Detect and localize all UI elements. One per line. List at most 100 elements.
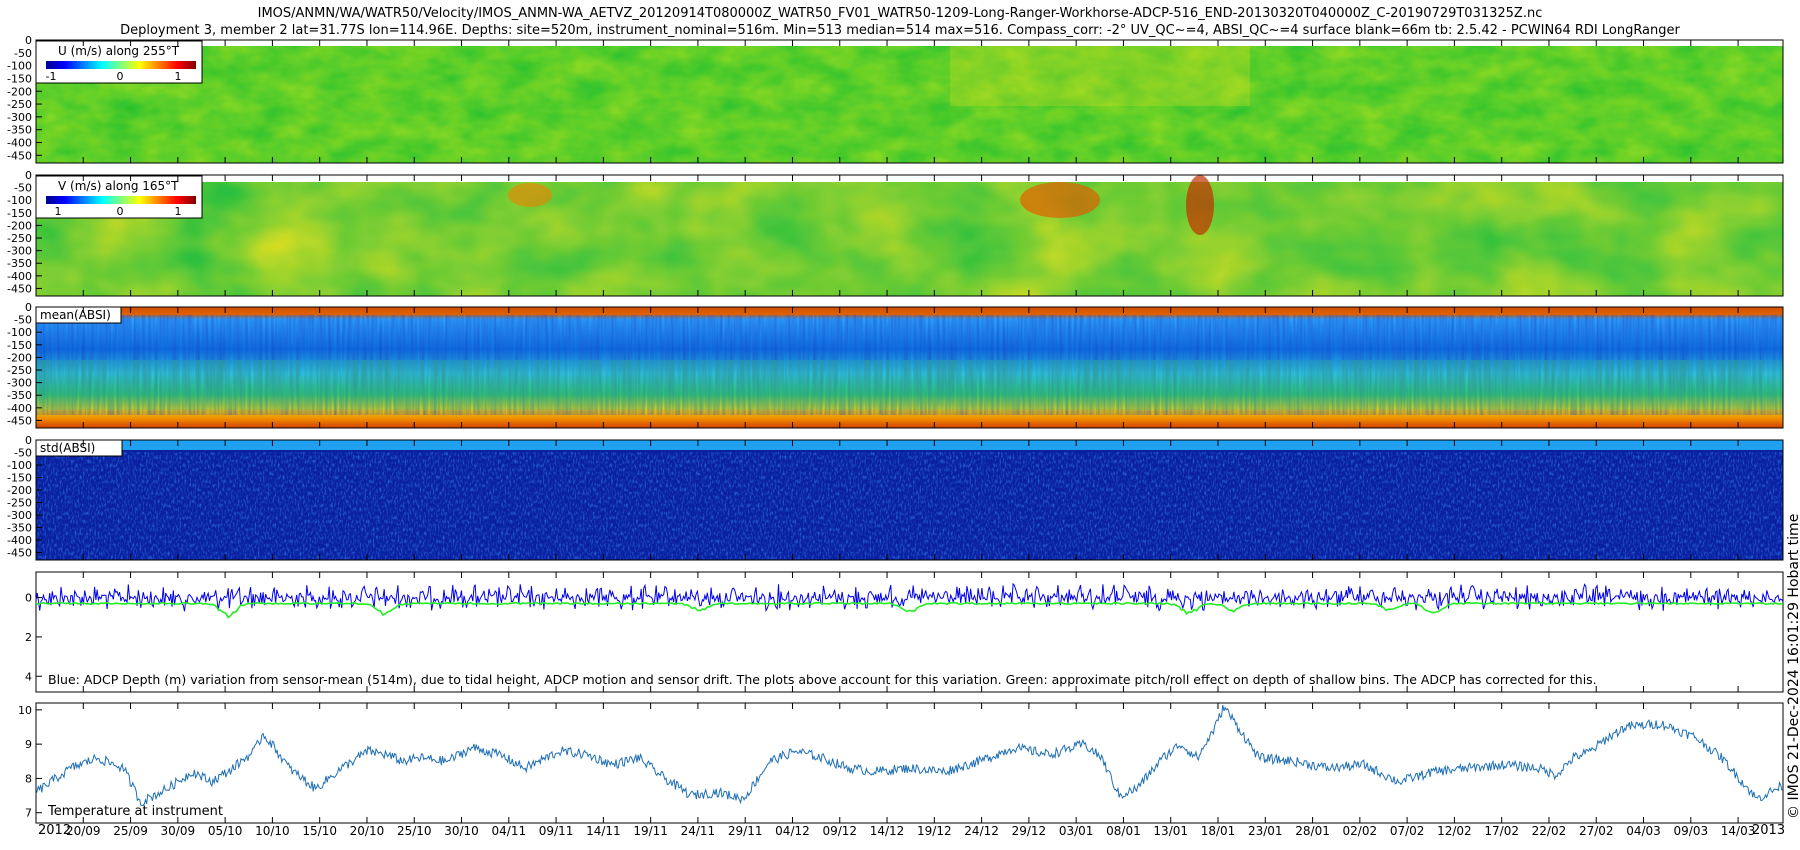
mean-absi-y-ticks: 0-50-100-150-200-250-300-350-400-450 [7,301,42,427]
x-tick-label: 09/12 [822,824,857,838]
v-heatmap-warm-patch [1020,182,1100,218]
u-colorbar [46,61,196,69]
y-tick-label: -200 [7,219,32,232]
v-colorbar-tick: 0 [117,205,124,218]
y-tick-label: -50 [14,314,32,327]
std-absi-speckle [36,452,1783,560]
x-tick-label: 04/11 [492,824,527,838]
y-tick-label: -100 [7,194,32,207]
panel-temperature: 7 8 9 10 Temperature at instrument [18,702,1784,824]
x-tick-label: 14/03 [1721,824,1756,838]
y-tick-label: -250 [7,497,32,510]
y-tick-label: -450 [7,414,32,427]
y-tick-label: 4 [25,670,32,683]
y-tick-label: -400 [7,402,32,415]
x-tick-label: 15/10 [302,824,337,838]
x-tick-label: 10/10 [255,824,290,838]
pitch-roll-series [35,601,1784,619]
x-tick-label: 08/01 [1106,824,1141,838]
depth-y-ticks: 0 2 4 [25,592,42,683]
y-tick-label: -350 [7,389,32,402]
y-tick-label: -450 [7,149,32,162]
x-tick-label: 30/10 [444,824,479,838]
y-tick-label: -100 [7,326,32,339]
v-colorbar-tick: 1 [175,205,182,218]
v-y-ticks: 0-50-100-150-200-250-300-350-400-450 [7,169,42,295]
y-tick-label: -100 [7,60,32,73]
std-absi-axes-frame [35,439,1784,561]
x-tick-label: 19/11 [633,824,668,838]
u-colorbar-tick: 0 [117,70,124,83]
u-axes-frame [35,39,1784,164]
x-tick-label: 29/12 [1012,824,1047,838]
temperature-y-ticks: 7 8 9 10 [18,704,42,820]
std-absi-label: std(ABSI) [40,441,95,455]
y-tick-label: 7 [25,807,32,820]
v-colorbar-tick: 1 [55,205,62,218]
temperature-caption: Temperature at instrument [47,804,223,819]
x-tick-label: 20/10 [350,824,385,838]
u-colorbar-tick: 1 [175,70,182,83]
mean-absi-streaks-green [36,360,1783,410]
u-colorbar-legend: U (m/s) along 255°T -1 0 1 [35,40,203,84]
year-start-label: 2012 [38,823,71,838]
x-tick-label: 07/02 [1390,824,1425,838]
y-tick-label: 0 [25,434,32,447]
y-tick-label: 0 [25,34,32,47]
x-tick-label: 14/12 [870,824,905,838]
y-tick-label: -250 [7,232,32,245]
y-tick-label: -350 [7,522,32,535]
y-tick-label: 10 [18,704,32,717]
y-tick-label: -150 [7,72,32,85]
x-tick-label: 17/02 [1484,824,1519,838]
x-tick-label: 30/09 [161,824,196,838]
figure-title-line1: IMOS/ANMN/WA/WATR50/Velocity/IMOS_ANMN-W… [257,6,1543,21]
time-axis-labels: 2012 2013 20/09 25/09 30/09 05/10 10/10 15/10… [38,823,1785,838]
y-tick-label: -250 [7,364,32,377]
x-tick-label: 19/12 [917,824,952,838]
x-tick-label: 12/02 [1437,824,1472,838]
panel-mean-absi: 0-50-100-150-200-250-300-350-400-450 mea… [7,301,1784,429]
x-tick-label: 25/10 [397,824,432,838]
std-absi-label-box: std(ABSI) [35,439,123,457]
y-tick-label: -50 [14,447,32,460]
u-heatmap-texture [36,46,1783,163]
y-tick-label: -200 [7,351,32,364]
y-tick-label: -450 [7,282,32,295]
x-tick-label: 04/03 [1626,824,1661,838]
std-absi-y-ticks: 0-50-100-150-200-250-300-350-400-450 [7,434,42,560]
x-tick-label: 05/10 [208,824,243,838]
y-tick-label: 8 [25,772,32,785]
v-heatmap-warm-patch [508,183,552,207]
u-legend-label: U (m/s) along 255°T [58,44,180,58]
u-colorbar-tick: -1 [46,70,57,83]
u-heatmap-highlight [950,46,1250,106]
x-tick-label: 20/09 [66,824,101,838]
y-tick-label: -300 [7,377,32,390]
panel-u-velocity: 0-50-100-150-200-250-300-350-400-450 U (… [7,34,1784,164]
y-tick-label: -150 [7,207,32,220]
year-end-label: 2013 [1752,823,1785,838]
mean-absi-label: mean(ABSI) [40,308,111,322]
y-tick-label: -150 [7,472,32,485]
v-colorbar-legend: V (m/s) along 165°T 1 0 1 [35,175,203,219]
y-tick-label: 0 [25,169,32,182]
x-tick-label: 24/12 [964,824,999,838]
figure-title-line2: Deployment 3, member 2 lat=31.77S lon=11… [120,23,1680,38]
y-tick-label: -300 [7,245,32,258]
x-tick-label: 02/02 [1343,824,1378,838]
x-tick-label: 13/01 [1153,824,1188,838]
y-tick-label: -400 [7,137,32,150]
y-tick-label: -350 [7,257,32,270]
y-tick-label: -100 [7,459,32,472]
y-tick-label: 9 [25,738,32,751]
y-tick-label: 2 [25,631,32,644]
y-tick-label: -250 [7,98,32,111]
x-tick-label: 25/09 [113,824,148,838]
x-tick-label: 18/01 [1201,824,1236,838]
temperature-series [35,705,1784,806]
copyright-note: © IMOS 21-Dec-2024 16:01:29 Hobart time [1786,513,1800,819]
panel-v-velocity: 0-50-100-150-200-250-300-350-400-450 V (… [7,169,1784,297]
y-tick-label: -50 [14,182,32,195]
adcp-depth-series [35,582,1784,613]
